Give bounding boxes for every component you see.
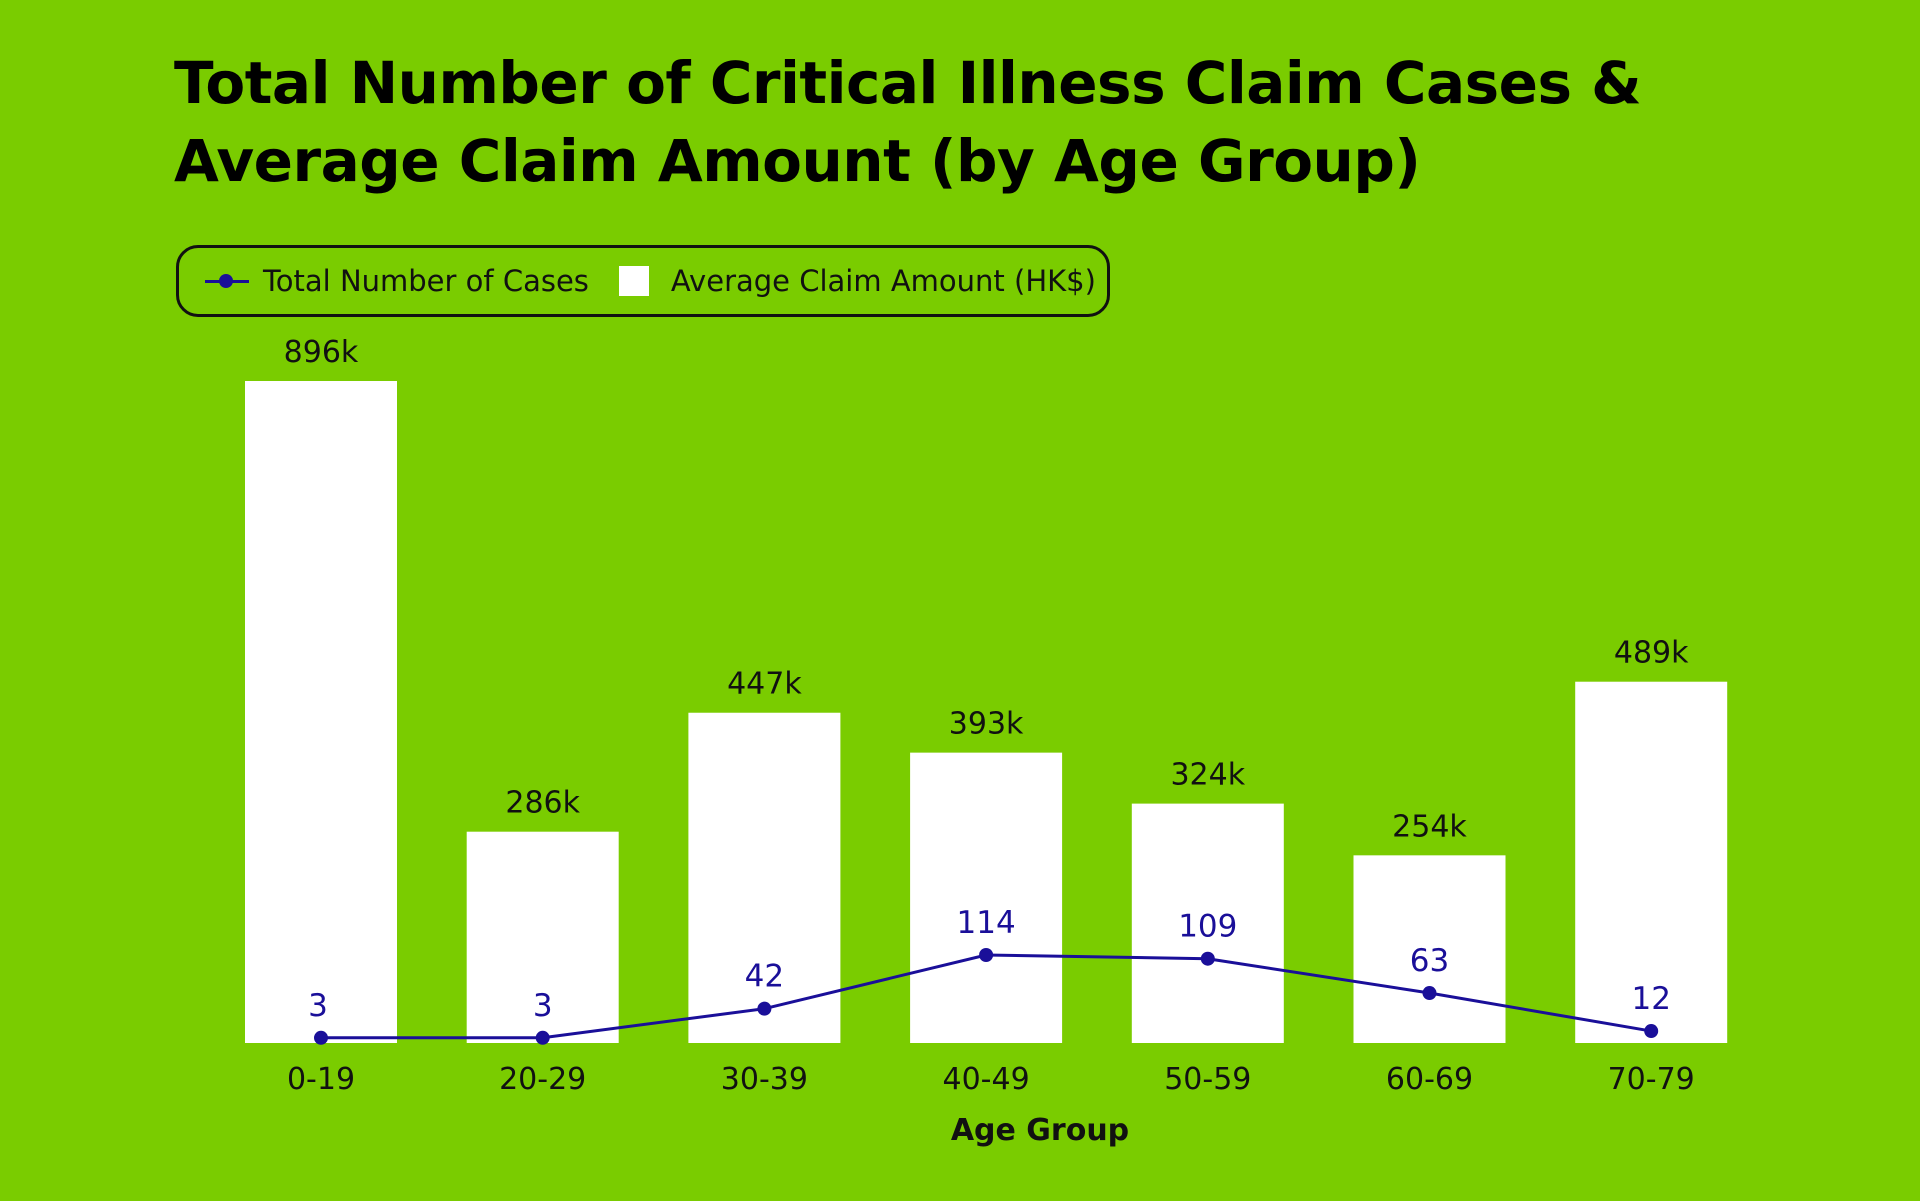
bar-value-label-40-49: 393k: [949, 707, 1024, 742]
bar-70-79: [1575, 681, 1728, 1043]
bar-value-label-30-39: 447k: [727, 667, 802, 702]
cases-point-50-59: [1200, 951, 1215, 966]
x-tick-label-60-69: 60-69: [1386, 1062, 1473, 1097]
bar-value-label-70-79: 489k: [1614, 636, 1689, 671]
bar-20-29: [466, 831, 619, 1043]
cases-value-label-40-49: 114: [957, 905, 1016, 941]
bar-value-label-0-19: 896k: [284, 335, 359, 370]
chart-title-line-2: Average Claim Amount (by Age Group): [174, 127, 1421, 195]
legend-label-amount: Average Claim Amount (HK$): [670, 264, 1096, 298]
bar-50-59: [1131, 803, 1284, 1043]
cases-value-label-60-69: 63: [1410, 943, 1449, 979]
cases-value-label-30-39: 42: [745, 959, 784, 995]
x-tick-label-70-79: 70-79: [1608, 1062, 1695, 1097]
legend-line-marker-icon: [205, 267, 249, 295]
bar-value-label-50-59: 324k: [1170, 758, 1245, 793]
legend-bar-swatch-icon: [618, 266, 649, 296]
cases-point-70-79: [1644, 1024, 1659, 1039]
cases-value-label-70-79: 12: [1631, 981, 1670, 1017]
cases-point-20-29: [535, 1030, 550, 1045]
chart-legend: Total Number of Cases Average Claim Amou…: [176, 245, 1110, 317]
bar-40-49: [910, 752, 1063, 1043]
bar-30-39: [688, 712, 841, 1043]
x-tick-label-20-29: 20-29: [499, 1062, 586, 1097]
cases-value-label-50-59: 109: [1178, 909, 1237, 945]
cases-point-30-39: [757, 1001, 772, 1016]
x-tick-label-40-49: 40-49: [943, 1062, 1030, 1097]
cases-point-0-19: [314, 1030, 328, 1045]
cases-value-label-0-19: 3: [308, 988, 328, 1024]
x-tick-label-50-59: 50-59: [1164, 1062, 1251, 1097]
legend-label-cases: Total Number of Cases: [263, 264, 589, 298]
bar-value-label-20-29: 286k: [505, 786, 580, 821]
chart-title-line-1: Total Number of Critical Illness Claim C…: [174, 49, 1642, 117]
bar-0-19: [245, 381, 397, 1043]
cases-value-label-20-29: 3: [533, 988, 553, 1024]
cases-point-40-49: [979, 948, 994, 962]
chart-title: Total Number of Critical Illness Claim C…: [174, 44, 1774, 200]
bar-value-label-60-69: 254k: [1392, 809, 1467, 844]
x-tick-label-30-39: 30-39: [721, 1062, 808, 1097]
x-axis-title: Age Group: [951, 1113, 1129, 1148]
x-tick-label-0-19: 0-19: [287, 1062, 355, 1097]
cases-point-60-69: [1422, 986, 1437, 1001]
bar-60-69: [1353, 855, 1506, 1043]
